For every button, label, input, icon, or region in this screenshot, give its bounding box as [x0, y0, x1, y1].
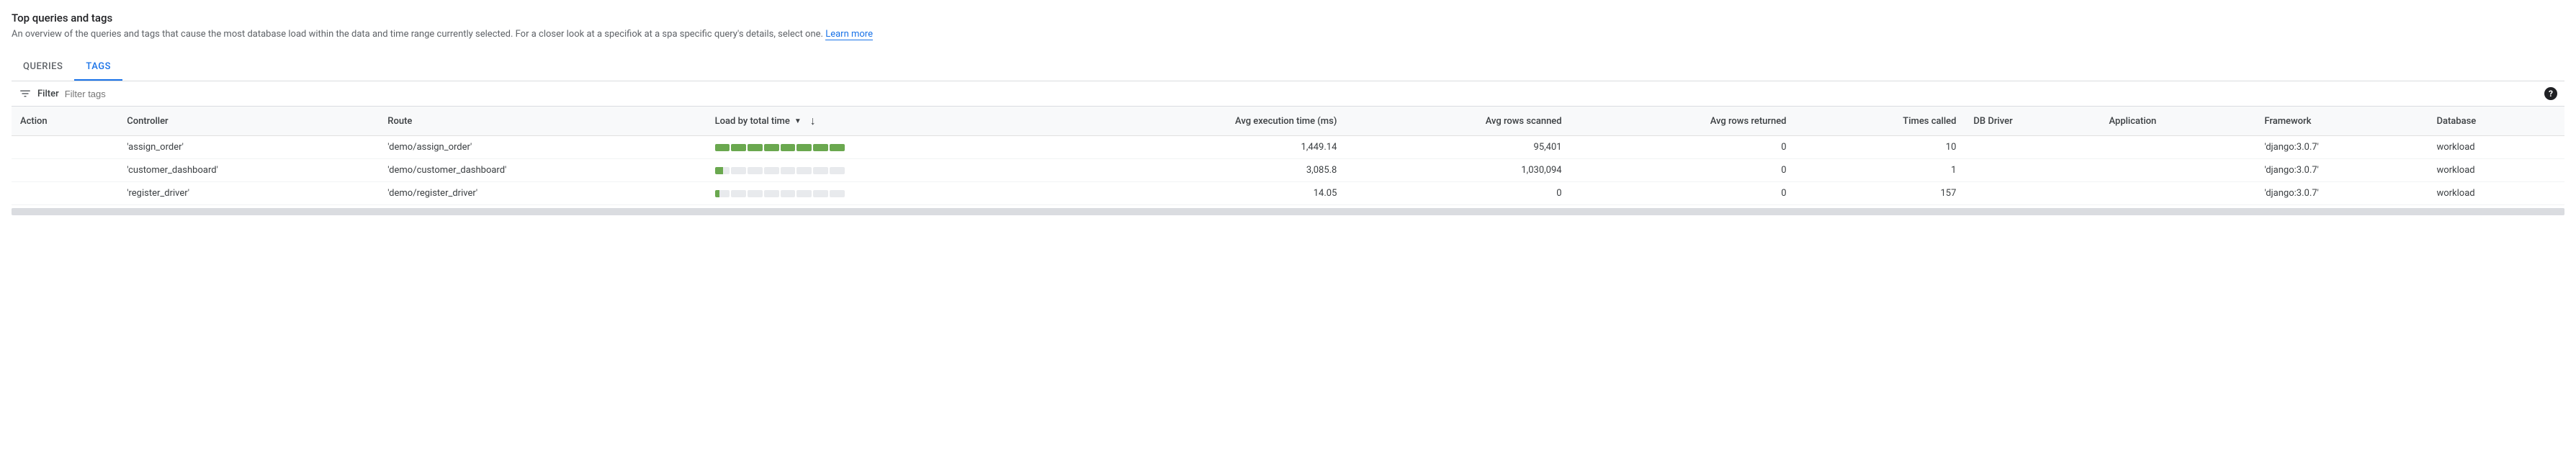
cell-load — [706, 159, 1059, 182]
cell-route: 'demo/customer_dashboard' — [379, 159, 706, 182]
cell-db-driver — [1965, 159, 2100, 182]
cell-times-called: 157 — [1795, 182, 1965, 205]
col-framework[interactable]: Framework — [2256, 107, 2428, 136]
sort-arrow-icon: ↓ — [810, 114, 816, 128]
load-segment — [796, 190, 812, 197]
load-segment — [715, 190, 730, 197]
sort-caret-icon: ▼ — [794, 117, 802, 125]
help-icon[interactable]: ? — [2544, 87, 2557, 100]
load-segment — [830, 190, 845, 197]
cell-avg-exec: 3,085.8 — [1059, 159, 1345, 182]
table-row[interactable]: 'register_driver''demo/register_driver' 1… — [12, 182, 2564, 205]
load-segment — [748, 190, 763, 197]
cell-application — [2101, 136, 2256, 159]
learn-more-link[interactable]: Learn more — [825, 29, 873, 40]
cell-route: 'demo/register_driver' — [379, 182, 706, 205]
cell-load — [706, 182, 1059, 205]
load-segment — [830, 167, 845, 174]
cell-database: workload — [2428, 159, 2564, 182]
col-avg-returned[interactable]: Avg rows returned — [1571, 107, 1795, 136]
cell-framework: 'django:3.0.7' — [2256, 136, 2428, 159]
scrollbar-thumb[interactable] — [12, 208, 2564, 215]
load-segment — [715, 144, 730, 151]
cell-load — [706, 136, 1059, 159]
load-segment — [764, 144, 779, 151]
cell-db-driver — [1965, 182, 2100, 205]
filter-label: Filter — [37, 89, 59, 99]
col-application[interactable]: Application — [2101, 107, 2256, 136]
cell-action — [12, 182, 118, 205]
col-load[interactable]: Load by total time ▼ ↓ — [706, 107, 1059, 136]
cell-avg-scanned: 1,030,094 — [1345, 159, 1570, 182]
col-route[interactable]: Route — [379, 107, 706, 136]
cell-avg-exec: 1,449.14 — [1059, 136, 1345, 159]
load-segment — [813, 167, 828, 174]
load-bar — [715, 167, 845, 174]
col-controller[interactable]: Controller — [118, 107, 379, 136]
tags-table: Action Controller Route Load by total ti… — [12, 107, 2564, 205]
cell-avg-returned: 0 — [1571, 182, 1795, 205]
col-load-label: Load by total time — [715, 116, 790, 127]
cell-framework: 'django:3.0.7' — [2256, 159, 2428, 182]
load-segment — [764, 167, 779, 174]
cell-avg-returned: 0 — [1571, 136, 1795, 159]
load-segment — [781, 144, 796, 151]
table-row[interactable]: 'customer_dashboard''demo/customer_dashb… — [12, 159, 2564, 182]
cell-avg-scanned: 0 — [1345, 182, 1570, 205]
load-segment — [731, 190, 746, 197]
cell-db-driver — [1965, 136, 2100, 159]
col-avg-exec[interactable]: Avg execution time (ms) — [1059, 107, 1345, 136]
tab-tags[interactable]: TAGS — [74, 54, 122, 81]
load-segment — [764, 190, 779, 197]
cell-controller: 'register_driver' — [118, 182, 379, 205]
filter-input[interactable] — [65, 89, 2539, 99]
cell-controller: 'customer_dashboard' — [118, 159, 379, 182]
load-segment — [731, 144, 746, 151]
cell-application — [2101, 159, 2256, 182]
col-database[interactable]: Database — [2428, 107, 2564, 136]
col-times-called[interactable]: Times called — [1795, 107, 1965, 136]
load-segment — [781, 167, 796, 174]
col-action[interactable]: Action — [12, 107, 118, 136]
tabs: QUERIES TAGS — [12, 54, 2564, 81]
cell-database: workload — [2428, 136, 2564, 159]
col-db-driver[interactable]: DB Driver — [1965, 107, 2100, 136]
load-segment — [748, 144, 763, 151]
cell-action — [12, 159, 118, 182]
load-segment — [796, 144, 812, 151]
load-segment — [781, 190, 796, 197]
cell-route: 'demo/assign_order' — [379, 136, 706, 159]
cell-avg-returned: 0 — [1571, 159, 1795, 182]
load-segment — [813, 190, 828, 197]
tab-queries[interactable]: QUERIES — [12, 54, 74, 81]
cell-times-called: 10 — [1795, 136, 1965, 159]
horizontal-scrollbar[interactable] — [12, 208, 2564, 215]
cell-action — [12, 136, 118, 159]
cell-avg-exec: 14.05 — [1059, 182, 1345, 205]
section-title: Top queries and tags — [12, 12, 2564, 24]
cell-framework: 'django:3.0.7' — [2256, 182, 2428, 205]
top-queries-section: Top queries and tags An overview of the … — [12, 12, 2564, 215]
load-segment — [715, 167, 730, 174]
load-segment — [731, 167, 746, 174]
table-row[interactable]: 'assign_order''demo/assign_order' 1,449.1… — [12, 136, 2564, 159]
col-avg-scanned[interactable]: Avg rows scanned — [1345, 107, 1570, 136]
cell-avg-scanned: 95,401 — [1345, 136, 1570, 159]
section-description: An overview of the queries and tags that… — [12, 29, 2564, 40]
load-bar — [715, 144, 845, 151]
filter-bar: Filter ? — [12, 81, 2564, 107]
load-segment — [796, 167, 812, 174]
load-bar — [715, 190, 845, 197]
load-segment — [813, 144, 828, 151]
load-segment — [830, 144, 845, 151]
load-segment — [748, 167, 763, 174]
cell-application — [2101, 182, 2256, 205]
cell-times-called: 1 — [1795, 159, 1965, 182]
cell-database: workload — [2428, 182, 2564, 205]
description-text: An overview of the queries and tags that… — [12, 29, 825, 40]
cell-controller: 'assign_order' — [118, 136, 379, 159]
filter-icon — [19, 87, 32, 100]
